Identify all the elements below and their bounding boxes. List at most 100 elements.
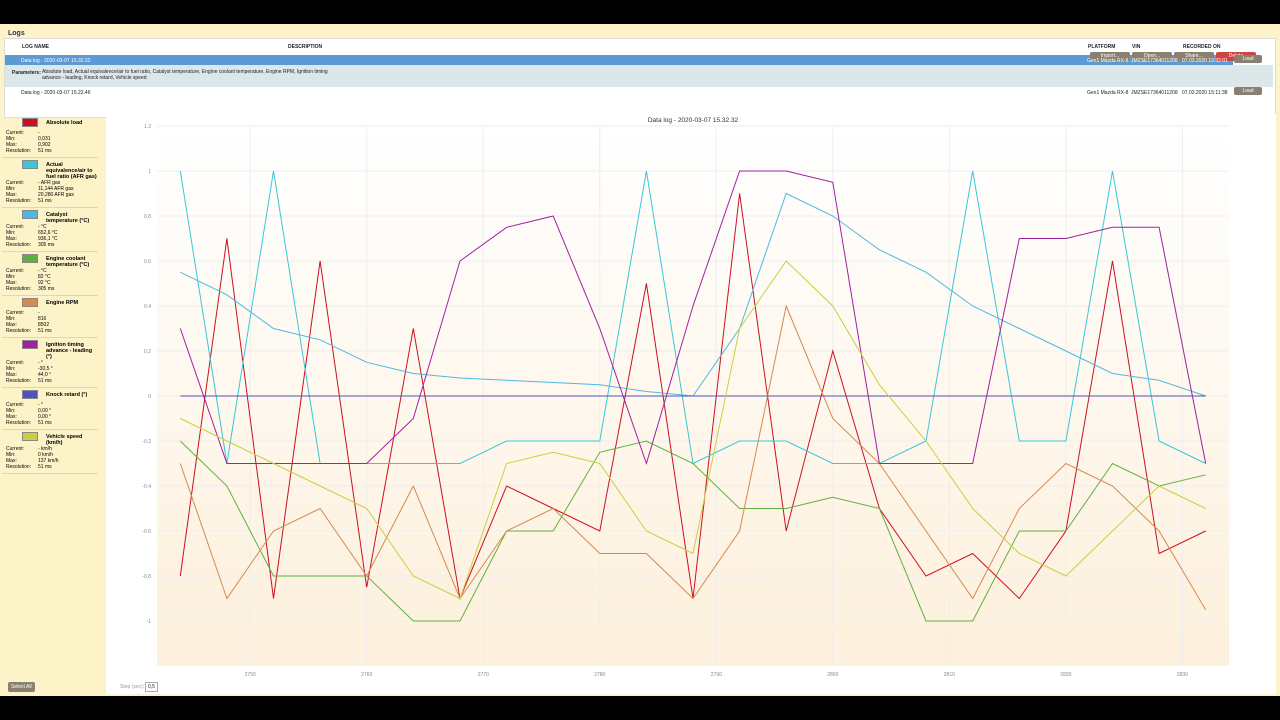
stat-row: Min: 652,6 °C	[6, 230, 98, 236]
parameters-label: Parameters:	[12, 70, 41, 76]
stat-label: Resolution:	[6, 420, 32, 426]
stat-value: - °C	[38, 268, 47, 274]
stat-row: Current: -	[6, 310, 98, 316]
stat-value: -	[38, 310, 40, 316]
cell: JMZSE17364011208	[1131, 58, 1178, 64]
stat-value: - km/h	[38, 446, 52, 452]
cell: 07.03.2020 15:32:01	[1182, 58, 1228, 64]
x-tick-label: 2800	[827, 672, 838, 678]
color-swatch[interactable]	[22, 298, 38, 307]
stat-row: Resolution: 51 ms	[6, 464, 98, 470]
sidebar-item: Engine coolant temperature (°C) Current: -…	[2, 252, 98, 296]
y-tick-label: 0	[148, 394, 151, 400]
stat-row: Max: 44,0 °	[6, 372, 98, 378]
stat-label: Current:	[6, 402, 25, 408]
stat-row: Current: - °	[6, 402, 98, 408]
stat-row: Current: - AFR gas	[6, 180, 98, 186]
stat-value: 0,00 °	[38, 408, 52, 414]
series-name: Engine coolant temperature (°C)	[46, 256, 90, 268]
parameters: Absolute load, Actual equivalence/air to…	[42, 69, 328, 81]
sidebar-item: Ignition timing advance - leading (°) Cur…	[2, 338, 98, 388]
stat-value: 0,00 °	[38, 414, 52, 420]
cell: Data log - 2020-03-07 15.32.32	[21, 58, 91, 64]
color-swatch[interactable]	[22, 432, 38, 441]
stat-value: 51 ms	[38, 464, 52, 470]
stat-row: Min: -30,5 °	[6, 366, 98, 372]
sidebar-item: Engine RPM Current: - Min: 816 Max: 8502 Resolu…	[2, 296, 98, 338]
series-name: Actual equivalence/air to fuel ratio (AF…	[46, 162, 97, 180]
column-header: PLATFORM	[1088, 44, 1116, 50]
cell: Gen1 Mazda RX-8	[1087, 58, 1129, 64]
x-tick-label: 2750	[245, 672, 256, 678]
stat-label: Min:	[6, 452, 16, 458]
column-header: DESCRIPTION	[288, 44, 323, 50]
stat-row: Resolution: 51 ms	[6, 328, 98, 334]
color-swatch[interactable]	[22, 390, 38, 399]
stat-label: Max:	[6, 142, 17, 148]
column-header: RECORDED ON	[1183, 44, 1221, 50]
cell: Data log - 2020-03-07 15.22.46	[21, 90, 91, 96]
stat-value: 936,1 °C	[38, 236, 58, 242]
series-line	[180, 260, 1206, 600]
stat-row: Min: 816	[6, 316, 98, 322]
stat-value: 652,6 °C	[38, 230, 58, 236]
select-all[interactable]: Select All	[8, 682, 35, 692]
stat-label: Min:	[6, 366, 16, 372]
stat-row: Min: 0,031	[6, 136, 98, 142]
button[interactable]: Open...	[1132, 52, 1172, 61]
color-swatch[interactable]	[22, 254, 38, 263]
stat-row: Max: 0,00 °	[6, 414, 98, 420]
series-name: Absolute load	[46, 120, 83, 126]
stat-label: Max:	[6, 236, 17, 242]
y-tick-label: -1	[147, 619, 152, 625]
chart-title: Data log - 2020-03-07 15.32.32	[648, 117, 739, 124]
stat-row: Current: - °C	[6, 268, 98, 274]
series-name: Engine RPM	[46, 300, 79, 306]
color-swatch[interactable]	[22, 210, 38, 219]
stat-row: Resolution: 305 ms	[6, 286, 98, 292]
stat-label: Current:	[6, 130, 25, 136]
stat-value: 8502	[38, 322, 50, 328]
color-swatch[interactable]	[22, 340, 38, 349]
stat-value: 0,031	[38, 136, 51, 142]
stat-value: 82 °C	[38, 274, 51, 280]
stat-label: Current:	[6, 224, 25, 230]
stat-label: Max:	[6, 280, 17, 286]
stat-row: Resolution: 51 ms	[6, 420, 98, 426]
cell: JMZSE17364011208	[1131, 90, 1178, 96]
stat-row: Max: 20,280 AFR gas	[6, 192, 98, 198]
load-button[interactable]: Load	[1234, 87, 1262, 95]
stat-value: 816	[38, 316, 47, 322]
y-tick-label: -0.8	[142, 574, 151, 580]
stat-label: Current:	[6, 180, 25, 186]
stat-label: Current:	[6, 446, 25, 452]
button[interactable]: Share...	[1174, 52, 1214, 61]
color-swatch[interactable]	[22, 118, 38, 127]
sidebar-item: Knock retard (°) Current: - ° Min: 0,00 ° Max…	[2, 388, 98, 430]
load-button[interactable]: Load	[1234, 55, 1262, 63]
stat-value: 92 °C	[38, 280, 51, 286]
stat-label: Max:	[6, 372, 17, 378]
series-name: Knock retard (°)	[46, 392, 88, 398]
stat-value: 51 ms	[38, 328, 52, 334]
sidebar-item: Actual equivalence/air to fuel ratio (AF…	[2, 158, 98, 208]
stat-value: 11,144 AFR gas	[38, 186, 74, 192]
column-header: VIN	[1132, 44, 1141, 50]
stat-value: 44,0 °	[38, 372, 52, 378]
stat-row: Resolution: 51 ms	[6, 378, 98, 384]
stat-value: 137 km/h	[38, 458, 59, 464]
stat-value: - °	[38, 402, 44, 408]
series-name: Catalyst temperature (°C)	[46, 212, 90, 224]
stat-label: Max:	[6, 192, 17, 198]
stat-row: Current: -	[6, 130, 98, 136]
stat-value: 51 ms	[38, 198, 52, 204]
x-tick-label: 2770	[478, 672, 489, 678]
stat-label: Resolution:	[6, 198, 32, 204]
color-swatch[interactable]	[22, 160, 38, 169]
sidebar-item: Absolute load Current: - Min: 0,031 Max: 0,902…	[2, 116, 98, 158]
stat-value: 51 ms	[38, 148, 52, 154]
step-input[interactable]: 0,5	[145, 682, 158, 692]
button[interactable]: Import...	[1090, 52, 1130, 61]
x-tick-label: 2760	[361, 672, 372, 678]
